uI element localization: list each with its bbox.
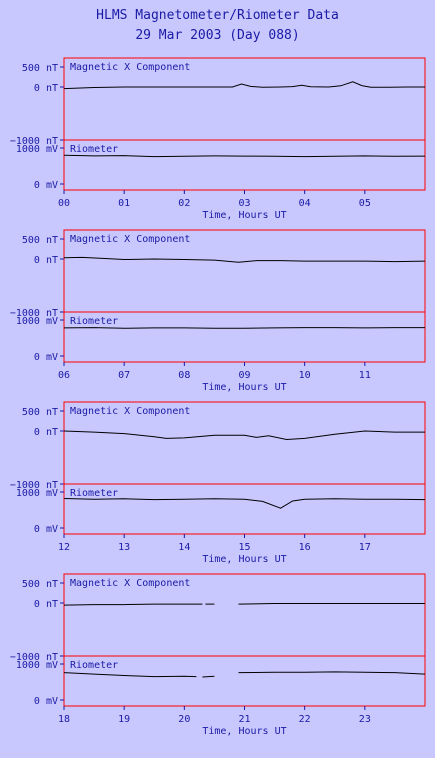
x-axis-label: Time, Hours UT (202, 382, 286, 393)
x-tick-label: 14 (178, 542, 190, 553)
y-tick-label: 1000 mV (16, 144, 58, 155)
x-tick-label: 00 (58, 198, 70, 209)
x-tick-label: 15 (238, 542, 250, 553)
y-tick-label: 0 nT (34, 427, 58, 438)
panel-label: Riometer (70, 488, 118, 499)
x-tick-label: 06 (58, 370, 70, 381)
x-tick-label: 05 (359, 198, 371, 209)
x-axis-label: Time, Hours UT (202, 210, 286, 221)
y-tick-label: −1000 nT (10, 652, 58, 663)
y-tick-label: 0 nT (34, 83, 58, 94)
x-tick-label: 10 (299, 370, 311, 381)
x-tick-label: 04 (299, 198, 311, 209)
y-tick-label: −1000 nT (10, 308, 58, 319)
panel-label: Riometer (70, 316, 118, 327)
x-tick-label: 08 (178, 370, 190, 381)
y-tick-label: 0 nT (34, 599, 58, 610)
series-line (63, 256, 426, 263)
series-line (238, 671, 426, 675)
x-tick-label: 16 (299, 542, 311, 553)
y-tick-label: 0 mV (34, 524, 58, 535)
x-tick-label: 07 (118, 370, 130, 381)
panel-label: Magnetic X Component (70, 62, 190, 73)
x-axis-label: Time, Hours UT (202, 554, 286, 565)
panel-label: Riometer (70, 660, 118, 671)
x-tick-label: 21 (238, 714, 250, 725)
y-tick-label: 1000 mV (16, 488, 58, 499)
x-tick-label: 23 (359, 714, 371, 725)
x-tick-label: 01 (118, 198, 130, 209)
y-tick-label: 1000 mV (16, 316, 58, 327)
series-line (63, 81, 425, 90)
series-line (202, 675, 215, 678)
panel-label: Magnetic X Component (70, 234, 190, 245)
y-tick-label: 0 mV (34, 180, 58, 191)
x-tick-label: 12 (58, 542, 70, 553)
x-tick-label: 02 (178, 198, 190, 209)
x-tick-label: 03 (238, 198, 250, 209)
panel-label: Riometer (70, 144, 118, 155)
x-axis-label: Time, Hours UT (202, 726, 286, 737)
series-line (63, 672, 197, 678)
y-tick-label: 500 nT (22, 235, 58, 246)
x-tick-label: 20 (178, 714, 190, 725)
y-tick-label: 1000 mV (16, 660, 58, 671)
y-tick-label: −1000 nT (10, 480, 58, 491)
x-tick-label: 18 (58, 714, 70, 725)
panel-label: Magnetic X Component (70, 578, 190, 589)
x-tick-label: 17 (359, 542, 371, 553)
x-tick-label: 09 (238, 370, 250, 381)
series-line (63, 154, 426, 158)
chart-title: HLMS Magnetometer/Riometer Data (96, 8, 339, 23)
series-line (63, 498, 426, 509)
series-line (238, 603, 425, 605)
series-line (63, 603, 203, 606)
x-tick-label: 13 (118, 542, 130, 553)
y-tick-label: −1000 nT (10, 136, 58, 147)
y-tick-label: 500 nT (22, 63, 58, 74)
series-line (63, 327, 425, 329)
x-tick-label: 11 (359, 370, 371, 381)
x-tick-label: 22 (299, 714, 311, 725)
y-tick-label: 0 mV (34, 696, 58, 707)
y-tick-label: 0 nT (34, 255, 58, 266)
y-tick-label: 500 nT (22, 407, 58, 418)
series-line (63, 430, 425, 441)
x-tick-label: 19 (118, 714, 130, 725)
chart-subtitle: 29 Mar 2003 (Day 088) (135, 28, 300, 43)
y-tick-label: 500 nT (22, 579, 58, 590)
y-tick-label: 0 mV (34, 352, 58, 363)
panel-label: Magnetic X Component (70, 406, 190, 417)
